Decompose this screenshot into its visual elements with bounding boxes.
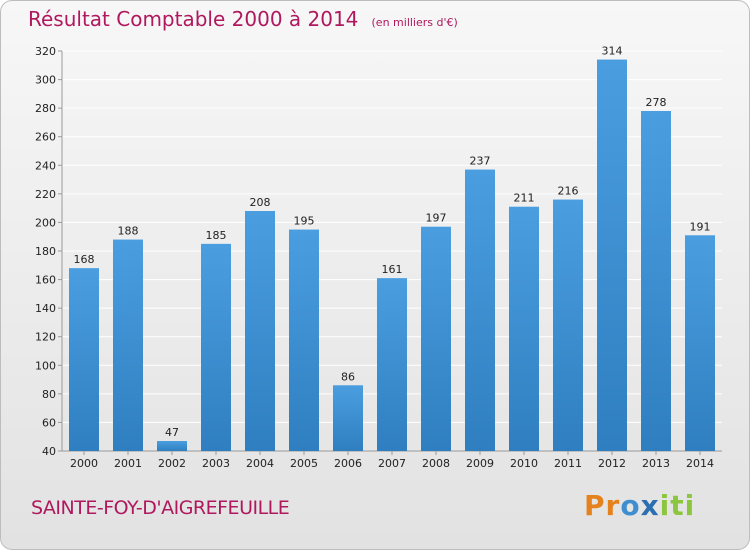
x-tick-label: 2000 xyxy=(70,457,98,470)
bar xyxy=(201,243,231,451)
y-tick-label: 160 xyxy=(35,274,56,287)
x-tick-label: 2011 xyxy=(554,457,582,470)
chart-title: Résultat Comptable 2000 à 2014 (en milli… xyxy=(28,7,458,31)
x-tick-label: 2007 xyxy=(378,457,406,470)
data-label: 188 xyxy=(118,225,139,238)
y-tick-label: 100 xyxy=(35,359,56,372)
data-label: 185 xyxy=(206,229,227,242)
bar xyxy=(333,385,363,451)
commune-name: SAINTE-FOY-D'AIGREFEUILLE xyxy=(31,497,290,519)
bar xyxy=(157,441,187,451)
x-tick-label: 2013 xyxy=(642,457,670,470)
data-label: 278 xyxy=(646,96,667,109)
y-tick-label: 240 xyxy=(35,159,56,172)
bar xyxy=(377,278,407,451)
bar xyxy=(597,59,627,451)
y-tick-label: 60 xyxy=(42,416,56,429)
x-tick-label: 2004 xyxy=(246,457,274,470)
x-tick-label: 2005 xyxy=(290,457,318,470)
y-tick-label: 40 xyxy=(42,445,56,458)
data-label: 314 xyxy=(602,45,623,58)
data-label: 168 xyxy=(74,253,95,266)
x-tick-label: 2014 xyxy=(686,457,714,470)
y-tick-label: 300 xyxy=(35,74,56,87)
title-main: Résultat Comptable 2000 à 2014 xyxy=(28,7,359,31)
data-label: 191 xyxy=(690,220,711,233)
bar xyxy=(289,229,319,451)
y-tick-label: 220 xyxy=(35,188,56,201)
bar xyxy=(685,235,715,451)
bar xyxy=(553,199,583,451)
title-unit: (en milliers d'€) xyxy=(371,16,458,29)
y-tick-label: 320 xyxy=(35,45,56,58)
x-tick-label: 2006 xyxy=(334,457,362,470)
data-label: 86 xyxy=(341,370,355,383)
data-label: 161 xyxy=(382,263,403,276)
data-label: 197 xyxy=(426,212,447,225)
x-tick-label: 2009 xyxy=(466,457,494,470)
data-label: 208 xyxy=(250,196,271,209)
y-tick-label: 280 xyxy=(35,102,56,115)
bar xyxy=(113,239,143,451)
x-tick-label: 2003 xyxy=(202,457,230,470)
data-label: 47 xyxy=(165,426,179,439)
x-tick-label: 2008 xyxy=(422,457,450,470)
bar xyxy=(509,206,539,451)
x-tick-label: 2012 xyxy=(598,457,626,470)
data-label: 216 xyxy=(558,185,579,198)
y-tick-label: 260 xyxy=(35,131,56,144)
bar xyxy=(69,268,99,451)
bar xyxy=(421,226,451,451)
y-tick-label: 120 xyxy=(35,331,56,344)
data-label: 237 xyxy=(470,155,491,168)
x-tick-label: 2010 xyxy=(510,457,538,470)
y-tick-label: 80 xyxy=(42,388,56,401)
proxiti-logo: Proxiti xyxy=(584,489,696,522)
bar xyxy=(641,111,671,451)
data-label: 195 xyxy=(294,215,315,228)
y-tick-label: 200 xyxy=(35,216,56,229)
bar xyxy=(465,169,495,452)
x-tick-label: 2002 xyxy=(158,457,186,470)
x-tick-label: 2001 xyxy=(114,457,142,470)
y-tick-label: 180 xyxy=(35,245,56,258)
data-label: 211 xyxy=(514,192,535,205)
bar xyxy=(245,211,275,451)
y-tick-label: 140 xyxy=(35,302,56,315)
